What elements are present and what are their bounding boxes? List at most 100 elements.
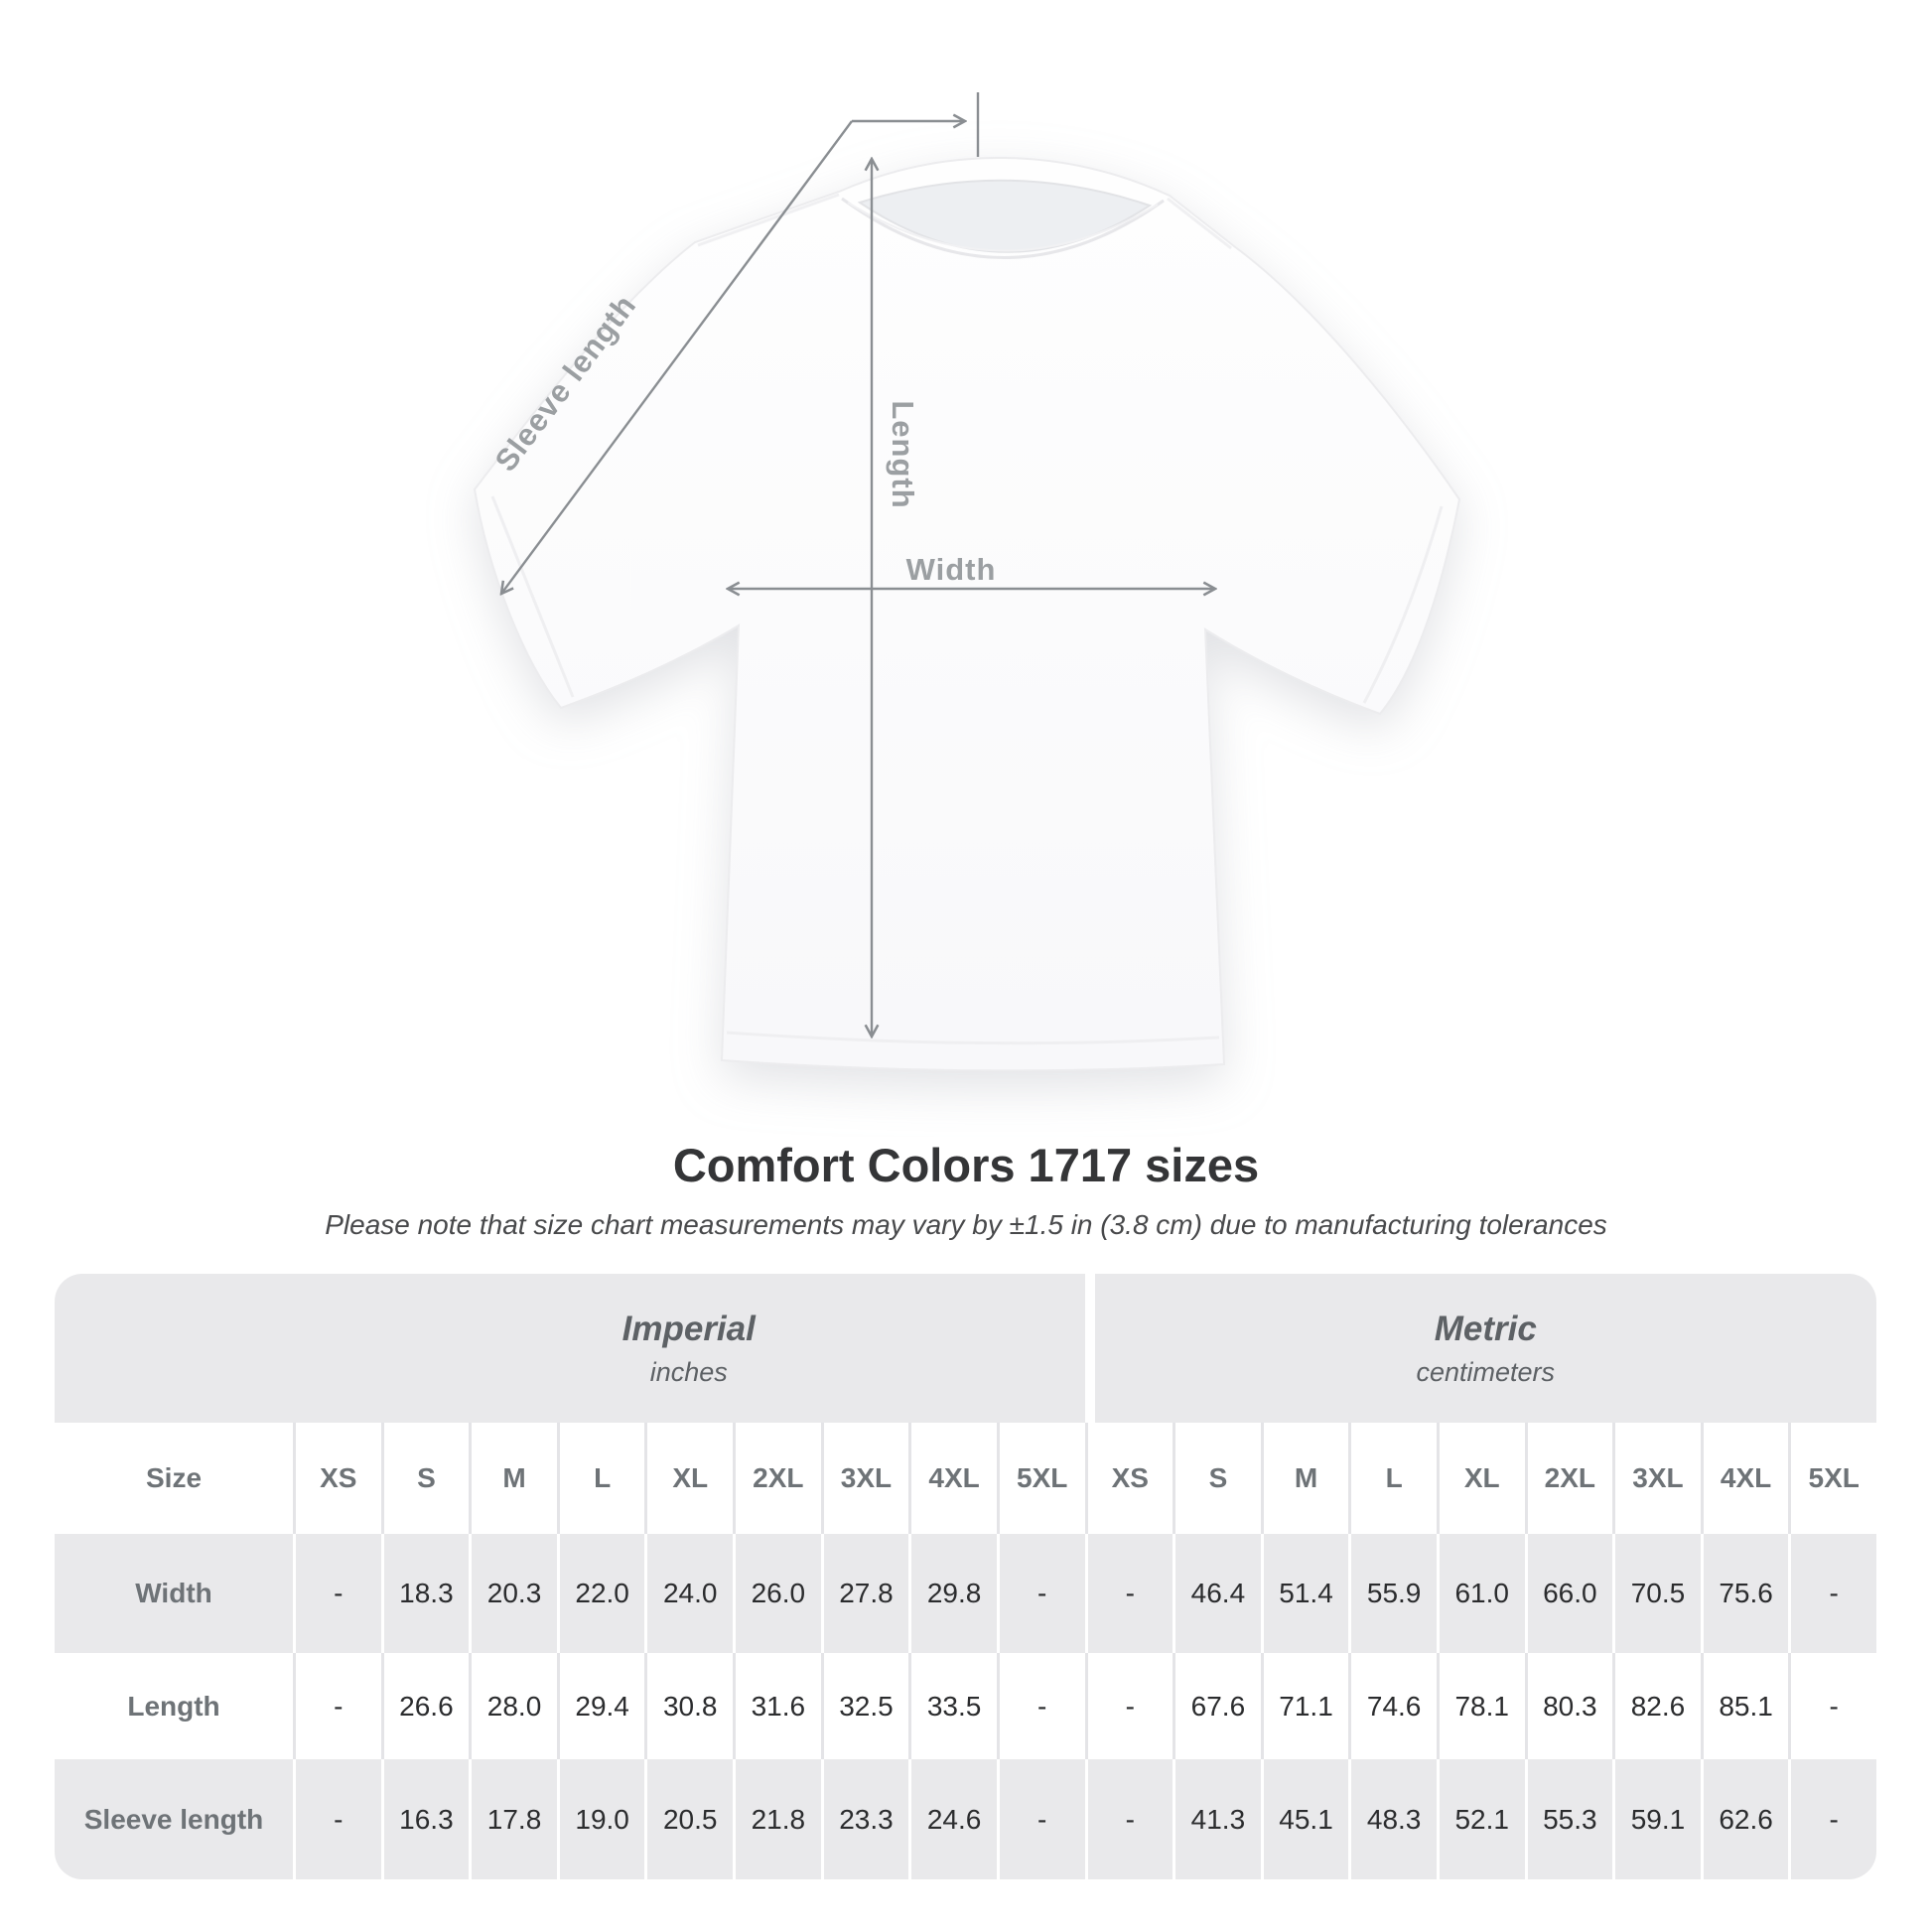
metric-title: Metric bbox=[1434, 1309, 1537, 1348]
size-header-row: Size XS S M L XL 2XL 3XL 4XL 5XL XS S M … bbox=[55, 1423, 1876, 1534]
value-cell: 52.1 bbox=[1436, 1759, 1525, 1879]
size-header-cell: L bbox=[556, 1423, 645, 1534]
value-cell: 32.5 bbox=[820, 1653, 909, 1759]
value-cell: 29.4 bbox=[556, 1653, 645, 1759]
value-cell: 27.8 bbox=[820, 1534, 909, 1653]
tshirt-collar-stitch bbox=[847, 202, 1159, 252]
size-column-label: Size bbox=[145, 1462, 203, 1493]
value-cell: 28.0 bbox=[469, 1653, 557, 1759]
value-cell: 46.4 bbox=[1173, 1534, 1261, 1653]
tshirt-graphic bbox=[473, 156, 1461, 1072]
value-cell: 20.5 bbox=[644, 1759, 733, 1879]
metric-unit: centimeters bbox=[1416, 1356, 1556, 1387]
value-cell: - bbox=[996, 1653, 1085, 1759]
size-table: Imperial inches Metric centimeters Size … bbox=[55, 1274, 1876, 1879]
value-cell: 85.1 bbox=[1700, 1653, 1789, 1759]
value-cell: - bbox=[1084, 1759, 1173, 1879]
value-cell: 51.4 bbox=[1260, 1534, 1349, 1653]
sleeve-length-diagonal-arrow bbox=[501, 120, 853, 594]
tshirt-measurement-diagram: Sleeve length Length Width bbox=[473, 92, 1461, 1072]
band-spacer bbox=[55, 1274, 293, 1423]
size-header-cell: 2XL bbox=[733, 1423, 821, 1534]
value-cell: 26.6 bbox=[380, 1653, 470, 1759]
tshirt-silhouette bbox=[473, 156, 1461, 1072]
row-label: Length bbox=[127, 1690, 220, 1722]
metric-header: Metric centimeters bbox=[1084, 1274, 1877, 1423]
value-cell: 21.8 bbox=[733, 1759, 821, 1879]
value-cell: - bbox=[1788, 1759, 1876, 1879]
imperial-unit: inches bbox=[649, 1356, 728, 1387]
size-header-cell: 4XL bbox=[1700, 1423, 1789, 1534]
value-cell: 24.0 bbox=[644, 1534, 733, 1653]
value-cell: 16.3 bbox=[380, 1759, 470, 1879]
tshirt-left-cuff-stitch bbox=[490, 495, 575, 698]
value-cell: 75.6 bbox=[1700, 1534, 1789, 1653]
value-cell: - bbox=[996, 1534, 1085, 1653]
table-row-width: Width - 18.3 20.3 22.0 24.0 26.0 27.8 29… bbox=[55, 1534, 1876, 1653]
value-cell: 59.1 bbox=[1612, 1759, 1701, 1879]
size-header-cell: 5XL bbox=[1788, 1423, 1876, 1534]
imperial-header: Imperial inches bbox=[293, 1274, 1085, 1423]
value-cell: 70.5 bbox=[1612, 1534, 1701, 1653]
value-cell: 17.8 bbox=[469, 1759, 557, 1879]
value-cell: - bbox=[1788, 1534, 1876, 1653]
value-cell: 23.3 bbox=[820, 1759, 909, 1879]
value-cell: 20.3 bbox=[469, 1534, 557, 1653]
size-header-cell: 3XL bbox=[820, 1423, 909, 1534]
value-cell: 62.6 bbox=[1700, 1759, 1789, 1879]
tshirt-right-cuff-stitch bbox=[1362, 505, 1444, 704]
row-label: Sleeve length bbox=[83, 1803, 264, 1835]
value-cell: - bbox=[293, 1653, 381, 1759]
value-cell: 48.3 bbox=[1348, 1759, 1437, 1879]
size-header-cell: S bbox=[380, 1423, 470, 1534]
tshirt-diagram-svg: Sleeve length Length Width bbox=[473, 92, 1461, 1072]
value-cell: 67.6 bbox=[1173, 1653, 1261, 1759]
value-cell: - bbox=[1084, 1534, 1173, 1653]
value-cell: 55.3 bbox=[1524, 1759, 1613, 1879]
table-row-sleeve-length: Sleeve length - 16.3 17.8 19.0 20.5 21.8… bbox=[55, 1759, 1876, 1879]
size-header-cell: XL bbox=[1436, 1423, 1525, 1534]
value-cell: 45.1 bbox=[1260, 1759, 1349, 1879]
imperial-title: Imperial bbox=[621, 1309, 756, 1348]
value-cell: 26.0 bbox=[733, 1534, 821, 1653]
tshirt-left-shoulder-seam bbox=[697, 193, 840, 247]
tshirt-hem-stitch bbox=[726, 1031, 1220, 1045]
value-cell: - bbox=[1788, 1653, 1876, 1759]
value-cell: - bbox=[293, 1534, 381, 1653]
size-header-cell: 3XL bbox=[1612, 1423, 1701, 1534]
value-cell: 31.6 bbox=[733, 1653, 821, 1759]
size-header-cell: S bbox=[1173, 1423, 1261, 1534]
row-label: Width bbox=[135, 1578, 212, 1608]
table-row-length: Length - 26.6 28.0 29.4 30.8 31.6 32.5 3… bbox=[55, 1653, 1876, 1759]
size-header-cell: XL bbox=[644, 1423, 733, 1534]
length-label: Length bbox=[886, 400, 920, 508]
size-header-cell: L bbox=[1348, 1423, 1437, 1534]
value-cell: 61.0 bbox=[1436, 1534, 1525, 1653]
value-cell: 33.5 bbox=[908, 1653, 997, 1759]
value-cell: 22.0 bbox=[556, 1534, 645, 1653]
size-header-cell: 4XL bbox=[908, 1423, 997, 1534]
value-cell: 55.9 bbox=[1348, 1534, 1437, 1653]
value-cell: 29.8 bbox=[908, 1534, 997, 1653]
tshirt-right-shoulder-seam bbox=[1167, 197, 1232, 250]
unit-system-band: Imperial inches Metric centimeters bbox=[55, 1274, 1876, 1423]
value-cell: 74.6 bbox=[1348, 1653, 1437, 1759]
tolerance-note: Please note that size chart measurements… bbox=[325, 1209, 1607, 1240]
value-cell: 71.1 bbox=[1260, 1653, 1349, 1759]
width-label: Width bbox=[906, 552, 997, 587]
value-cell: 19.0 bbox=[556, 1759, 645, 1879]
value-cell: - bbox=[293, 1759, 381, 1879]
value-cell: - bbox=[1084, 1653, 1173, 1759]
size-header-cell: 5XL bbox=[996, 1423, 1085, 1534]
value-cell: 18.3 bbox=[380, 1534, 470, 1653]
value-cell: 66.0 bbox=[1524, 1534, 1613, 1653]
value-cell: 24.6 bbox=[908, 1759, 997, 1879]
value-cell: - bbox=[996, 1759, 1085, 1879]
value-cell: 80.3 bbox=[1524, 1653, 1613, 1759]
size-header-cell: XS bbox=[1084, 1423, 1173, 1534]
value-cell: 41.3 bbox=[1173, 1759, 1261, 1879]
size-header-cell: XS bbox=[293, 1423, 381, 1534]
value-cell: 30.8 bbox=[644, 1653, 733, 1759]
size-header-cell: 2XL bbox=[1524, 1423, 1613, 1534]
value-cell: 82.6 bbox=[1612, 1653, 1701, 1759]
